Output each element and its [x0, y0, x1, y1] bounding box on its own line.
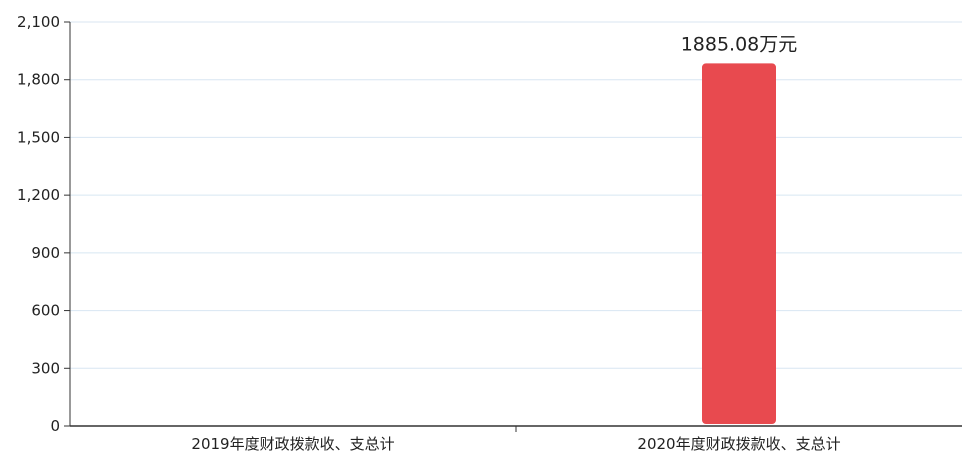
y-tick-label: 1,800 [17, 71, 60, 89]
y-tick-label: 1,500 [17, 128, 60, 146]
y-tick-label: 900 [31, 244, 60, 262]
bar [702, 63, 776, 424]
y-tick-label: 2,100 [17, 13, 60, 31]
x-category-label: 2019年度财政拨款收、支总计 [191, 435, 394, 452]
labels: 0 300 600 900 1,200 1,500 1,800 2,100 2019年度财政拨款… [17, 13, 841, 452]
data-label: 1885.08万元 [681, 33, 798, 55]
y-tick-label: 600 [31, 302, 60, 320]
y-tick-label: 300 [31, 359, 60, 377]
bars [702, 63, 776, 424]
y-tick-label: 0 [50, 417, 60, 435]
x-category-label: 2020年度财政拨款收、支总计 [637, 435, 840, 452]
gridlines [70, 21, 962, 369]
y-tick-label: 1,200 [17, 186, 60, 204]
axes [64, 21, 962, 432]
